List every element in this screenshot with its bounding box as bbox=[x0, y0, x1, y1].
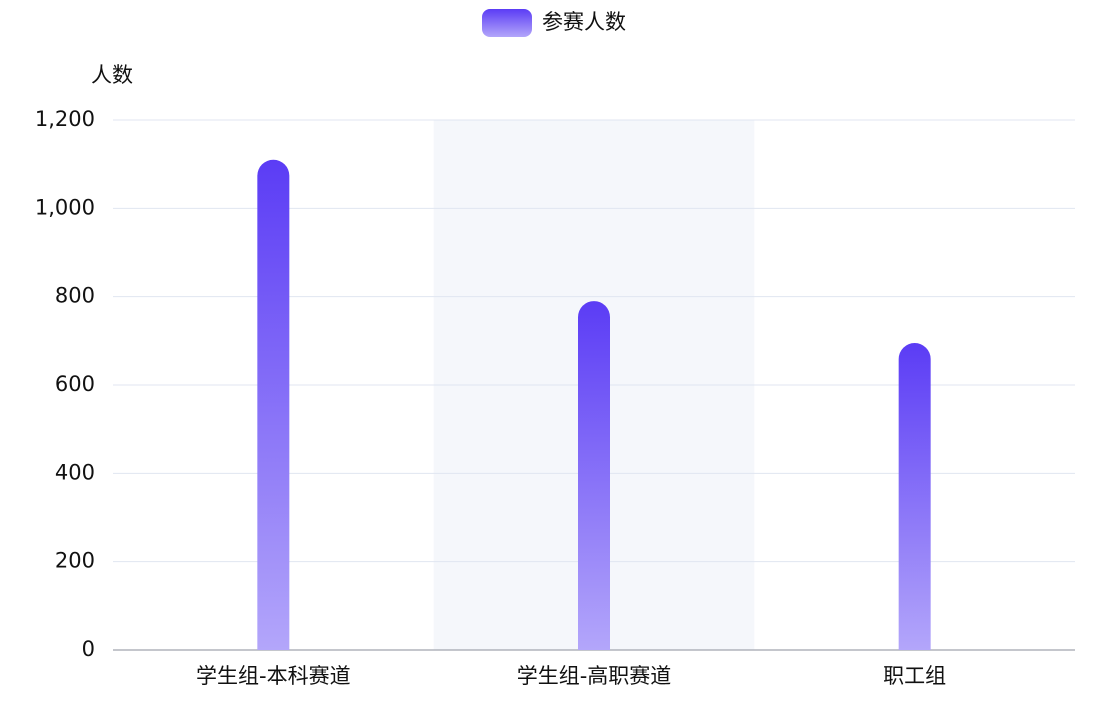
x-tick-label: 学生组-高职赛道 bbox=[517, 664, 672, 688]
y-tick-label: 600 bbox=[55, 372, 95, 396]
y-tick-label: 800 bbox=[55, 284, 95, 308]
x-tick-label: 学生组-本科赛道 bbox=[196, 664, 351, 688]
y-axis-name: 人数 bbox=[91, 63, 133, 87]
y-tick-label: 1,200 bbox=[35, 107, 95, 131]
y-tick-label: 200 bbox=[55, 549, 95, 573]
y-tick-label: 400 bbox=[55, 460, 95, 484]
legend-swatch[interactable] bbox=[482, 9, 532, 37]
y-tick-label: 1,000 bbox=[35, 195, 95, 219]
x-tick-label: 职工组 bbox=[883, 664, 946, 688]
bar bbox=[898, 343, 931, 650]
bar bbox=[578, 301, 610, 650]
y-tick-label: 0 bbox=[82, 637, 95, 661]
bar bbox=[257, 159, 290, 650]
legend-label[interactable]: 参赛人数 bbox=[542, 10, 626, 34]
